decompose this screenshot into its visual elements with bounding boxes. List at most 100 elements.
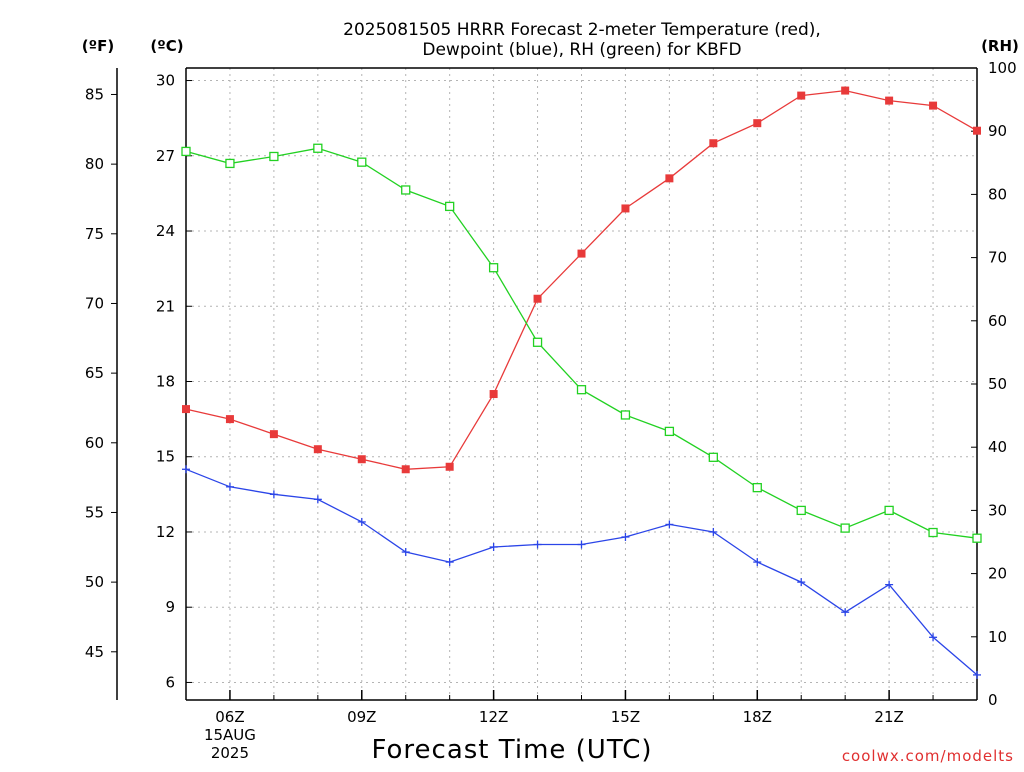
temperature-point: [753, 119, 762, 128]
dewpoint-point: [797, 578, 806, 587]
temperature-point: [885, 96, 894, 105]
dewpoint-point: [929, 633, 938, 642]
temperature-point: [489, 390, 498, 399]
dewpoint-point: [665, 520, 674, 529]
rh-point: [445, 201, 455, 212]
dewpoint-point: [401, 548, 410, 557]
chart-title-line-1: 2025081505 HRRR Forecast 2-meter Tempera…: [343, 20, 821, 40]
rh-point: [928, 527, 938, 538]
celsius-tick-label: 6: [165, 673, 175, 691]
dewpoint-point: [621, 532, 630, 541]
dewpoint-point: [973, 670, 981, 679]
rh-tick-label: 60: [988, 312, 1007, 330]
series-layer: [181, 86, 982, 679]
rh-point: [401, 185, 411, 195]
fahrenheit-tick-label: 60: [85, 434, 104, 452]
x-tick-label: 15AUG: [204, 726, 256, 744]
temperature-point: [973, 126, 981, 135]
rh-point: [181, 146, 191, 157]
temperature-point: [841, 86, 850, 95]
celsius-tick-label: 15: [156, 448, 175, 466]
rh-point: [664, 426, 675, 437]
dewpoint-point: [313, 495, 322, 504]
rh-point: [972, 533, 982, 543]
chart-title-line-2: Dewpoint (blue), RH (green) for KBFD: [422, 40, 741, 60]
celsius-tick-label: 24: [156, 222, 175, 240]
temperature-point: [182, 405, 190, 414]
rh-point: [708, 452, 718, 462]
rh-tick-label: 40: [988, 438, 1007, 456]
rh-tick-label: 90: [988, 122, 1007, 140]
temperature-point: [445, 462, 454, 471]
rh-tick-label: 20: [988, 565, 1007, 583]
fahrenheit-tick-label: 70: [85, 294, 104, 312]
x-tick-label: 2025: [211, 744, 249, 762]
rh-point: [313, 143, 323, 153]
rh-point: [576, 385, 587, 395]
celsius-tick-label: 12: [156, 523, 175, 541]
x-tick-label: 12Z: [479, 708, 508, 726]
temperature-point: [357, 455, 366, 464]
dewpoint-point: [489, 543, 498, 552]
rh-tick-label: 0: [988, 691, 998, 709]
rh-tick-label: 10: [988, 628, 1007, 646]
celsius-tick-label: 30: [156, 72, 175, 90]
x-tick-label: 09Z: [347, 708, 376, 726]
x-axis-title: Forecast Time (UTC): [371, 735, 652, 765]
fahrenheit-tick-label: 65: [85, 364, 104, 382]
dewpoint-point: [225, 482, 234, 491]
dewpoint-point: [445, 558, 454, 567]
rh-point: [357, 157, 367, 167]
rh-unit-label: (RH): [981, 37, 1019, 55]
fahrenheit-tick-label: 50: [85, 573, 104, 591]
x-tick-label: 15Z: [611, 708, 640, 726]
dewpoint-point: [753, 558, 762, 567]
temperature-point: [621, 204, 630, 213]
rh-tick-label: 80: [988, 185, 1007, 203]
temperature-point: [225, 415, 234, 424]
rh-point: [884, 505, 894, 516]
grid-layer: [186, 68, 977, 700]
fahrenheit-unit-label: (ºF): [82, 37, 114, 55]
x-tick-label: 06Z: [215, 708, 244, 726]
rh-point: [752, 482, 762, 493]
rh-tick-label: 100: [988, 59, 1017, 77]
fahrenheit-tick-label: 75: [85, 225, 104, 243]
rh-point: [269, 151, 279, 162]
temperature-point: [533, 294, 542, 303]
dewpoint-point: [533, 540, 542, 549]
temperature-point: [577, 249, 586, 258]
rh-point: [840, 523, 850, 533]
rh-point: [225, 158, 235, 169]
celsius-unit-label: (ºC): [150, 37, 183, 55]
rh-point: [488, 263, 499, 273]
rh-tick-label: 50: [988, 375, 1007, 393]
temperature-point: [269, 430, 278, 439]
fahrenheit-tick-label: 85: [85, 85, 104, 103]
temperature-point: [929, 101, 938, 110]
dewpoint-point: [709, 527, 718, 536]
axes-layer: 6 9 12 15 18 21 24 27 30 45 50 55 60 65 70 75 80 85 0 10 20 3…: [85, 59, 1017, 762]
rh-point: [532, 337, 543, 347]
fahrenheit-tick-label: 55: [85, 503, 104, 521]
rh-tick-label: 30: [988, 501, 1007, 519]
x-tick-label: 21Z: [874, 708, 903, 726]
x-tick-label: 18Z: [743, 708, 772, 726]
credit-text: coolwx.com/modelts: [842, 747, 1014, 765]
rh-point: [796, 505, 806, 516]
temperature-point: [797, 91, 806, 100]
rh-tick-label: 70: [988, 249, 1007, 267]
dewpoint-point: [357, 517, 366, 526]
temperature-point: [709, 139, 718, 148]
celsius-tick-label: 27: [156, 147, 175, 165]
celsius-tick-label: 18: [156, 372, 175, 390]
temperature-point: [401, 465, 410, 474]
dewpoint-point: [841, 608, 850, 617]
celsius-tick-label: 21: [156, 297, 175, 315]
fahrenheit-tick-label: 45: [85, 643, 104, 661]
fahrenheit-tick-label: 80: [85, 155, 104, 173]
dewpoint-point: [577, 540, 586, 549]
dewpoint-point: [885, 580, 894, 589]
